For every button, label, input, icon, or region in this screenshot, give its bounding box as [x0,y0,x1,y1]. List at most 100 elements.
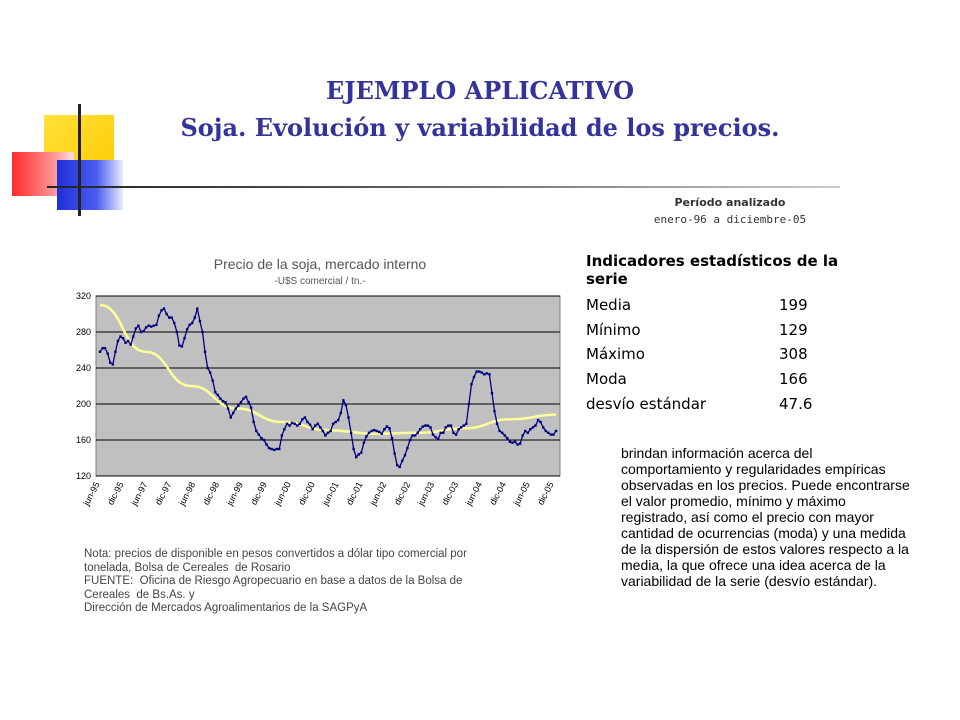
price-point [390,437,394,440]
decor-blue-square [57,160,123,210]
price-point [416,431,419,434]
price-point [408,438,412,442]
price-point [224,401,227,404]
price-point [549,433,553,436]
price-point [375,429,378,433]
price-point [531,426,535,429]
price-point [367,431,371,434]
price-point [388,427,391,430]
price-point [426,424,430,427]
price-point [477,370,481,373]
stat-label: Máximo [586,345,645,363]
price-point [518,442,522,445]
y-tick-label: 200 [76,399,91,409]
y-tick-label: 120 [76,471,91,481]
price-point [449,424,453,427]
price-point [124,341,127,344]
price-point [134,327,138,330]
price-point [434,436,437,439]
price-point [255,429,258,433]
price-point [316,422,319,425]
price-point [260,437,263,440]
price-point [106,352,109,355]
price-point [157,314,161,317]
y-tick-label: 320 [76,291,91,301]
price-point [103,347,107,350]
price-point [472,375,476,379]
price-point [129,343,132,346]
price-point [168,316,171,319]
price-point [444,426,447,429]
price-point [421,425,424,428]
price-point [270,447,273,451]
price-point [209,371,212,374]
price-point [196,307,199,310]
price-point [378,430,381,434]
price-point [454,433,458,436]
price-point [483,373,486,376]
price-point [314,424,317,427]
price-point [547,431,550,434]
price-point [393,452,396,455]
price-point [344,403,348,407]
price-point [554,429,558,433]
price-point [475,370,478,373]
stat-value: 129 [779,321,808,339]
price-point [493,410,496,413]
price-point [293,422,296,425]
stats-description: brindan información acerca del comportam… [621,445,910,589]
price-point [206,366,209,370]
price-point [480,371,483,374]
price-point [252,420,255,424]
price-point [370,429,373,433]
price-point [485,372,488,375]
price-point [529,428,532,431]
price-point [275,447,278,451]
chart-note: Nota: precios de disponible en pesos con… [84,548,554,616]
price-point [460,426,463,429]
price-point [137,324,140,327]
price-point [311,428,314,431]
price-point [191,321,194,325]
price-point [326,431,330,434]
price-point [339,411,342,415]
note-line: tonelada, Bolsa de Cereales de Rosario [84,561,291,574]
price-point [431,433,435,436]
stat-label: Moda [586,370,627,388]
price-point [526,431,529,434]
price-point [152,324,155,327]
price-point [175,330,179,334]
price-point [216,393,219,397]
price-point [142,329,145,333]
price-point [385,425,389,428]
price-point [121,337,125,340]
price-point [303,416,307,419]
price-point [413,434,417,437]
stat-value: 199 [779,296,808,314]
price-point [324,434,327,437]
price-point [365,435,368,438]
price-point [211,379,214,382]
price-point [337,419,340,422]
price-point [524,429,527,433]
slide-title: EJEMPLO APLICATIVO [325,76,635,105]
price-point [398,465,401,469]
decor-vertical-line [78,104,81,216]
price-point [495,422,499,425]
price-point [534,424,537,427]
price-point [306,420,309,424]
gridlines [96,295,560,477]
y-tick-label: 240 [76,363,91,373]
price-point [280,434,284,437]
price-point [542,426,545,429]
price-point [162,307,166,310]
price-point [234,407,237,410]
price-point [380,432,383,435]
y-tick-label: 280 [76,327,91,337]
stats-heading: Indicadores estadísticos de la serie [586,252,839,288]
price-point [155,323,158,326]
price-point [147,324,150,327]
price-point [290,421,294,425]
price-point [139,330,143,334]
note-line: Cereales de Bs.As. y [84,588,195,601]
